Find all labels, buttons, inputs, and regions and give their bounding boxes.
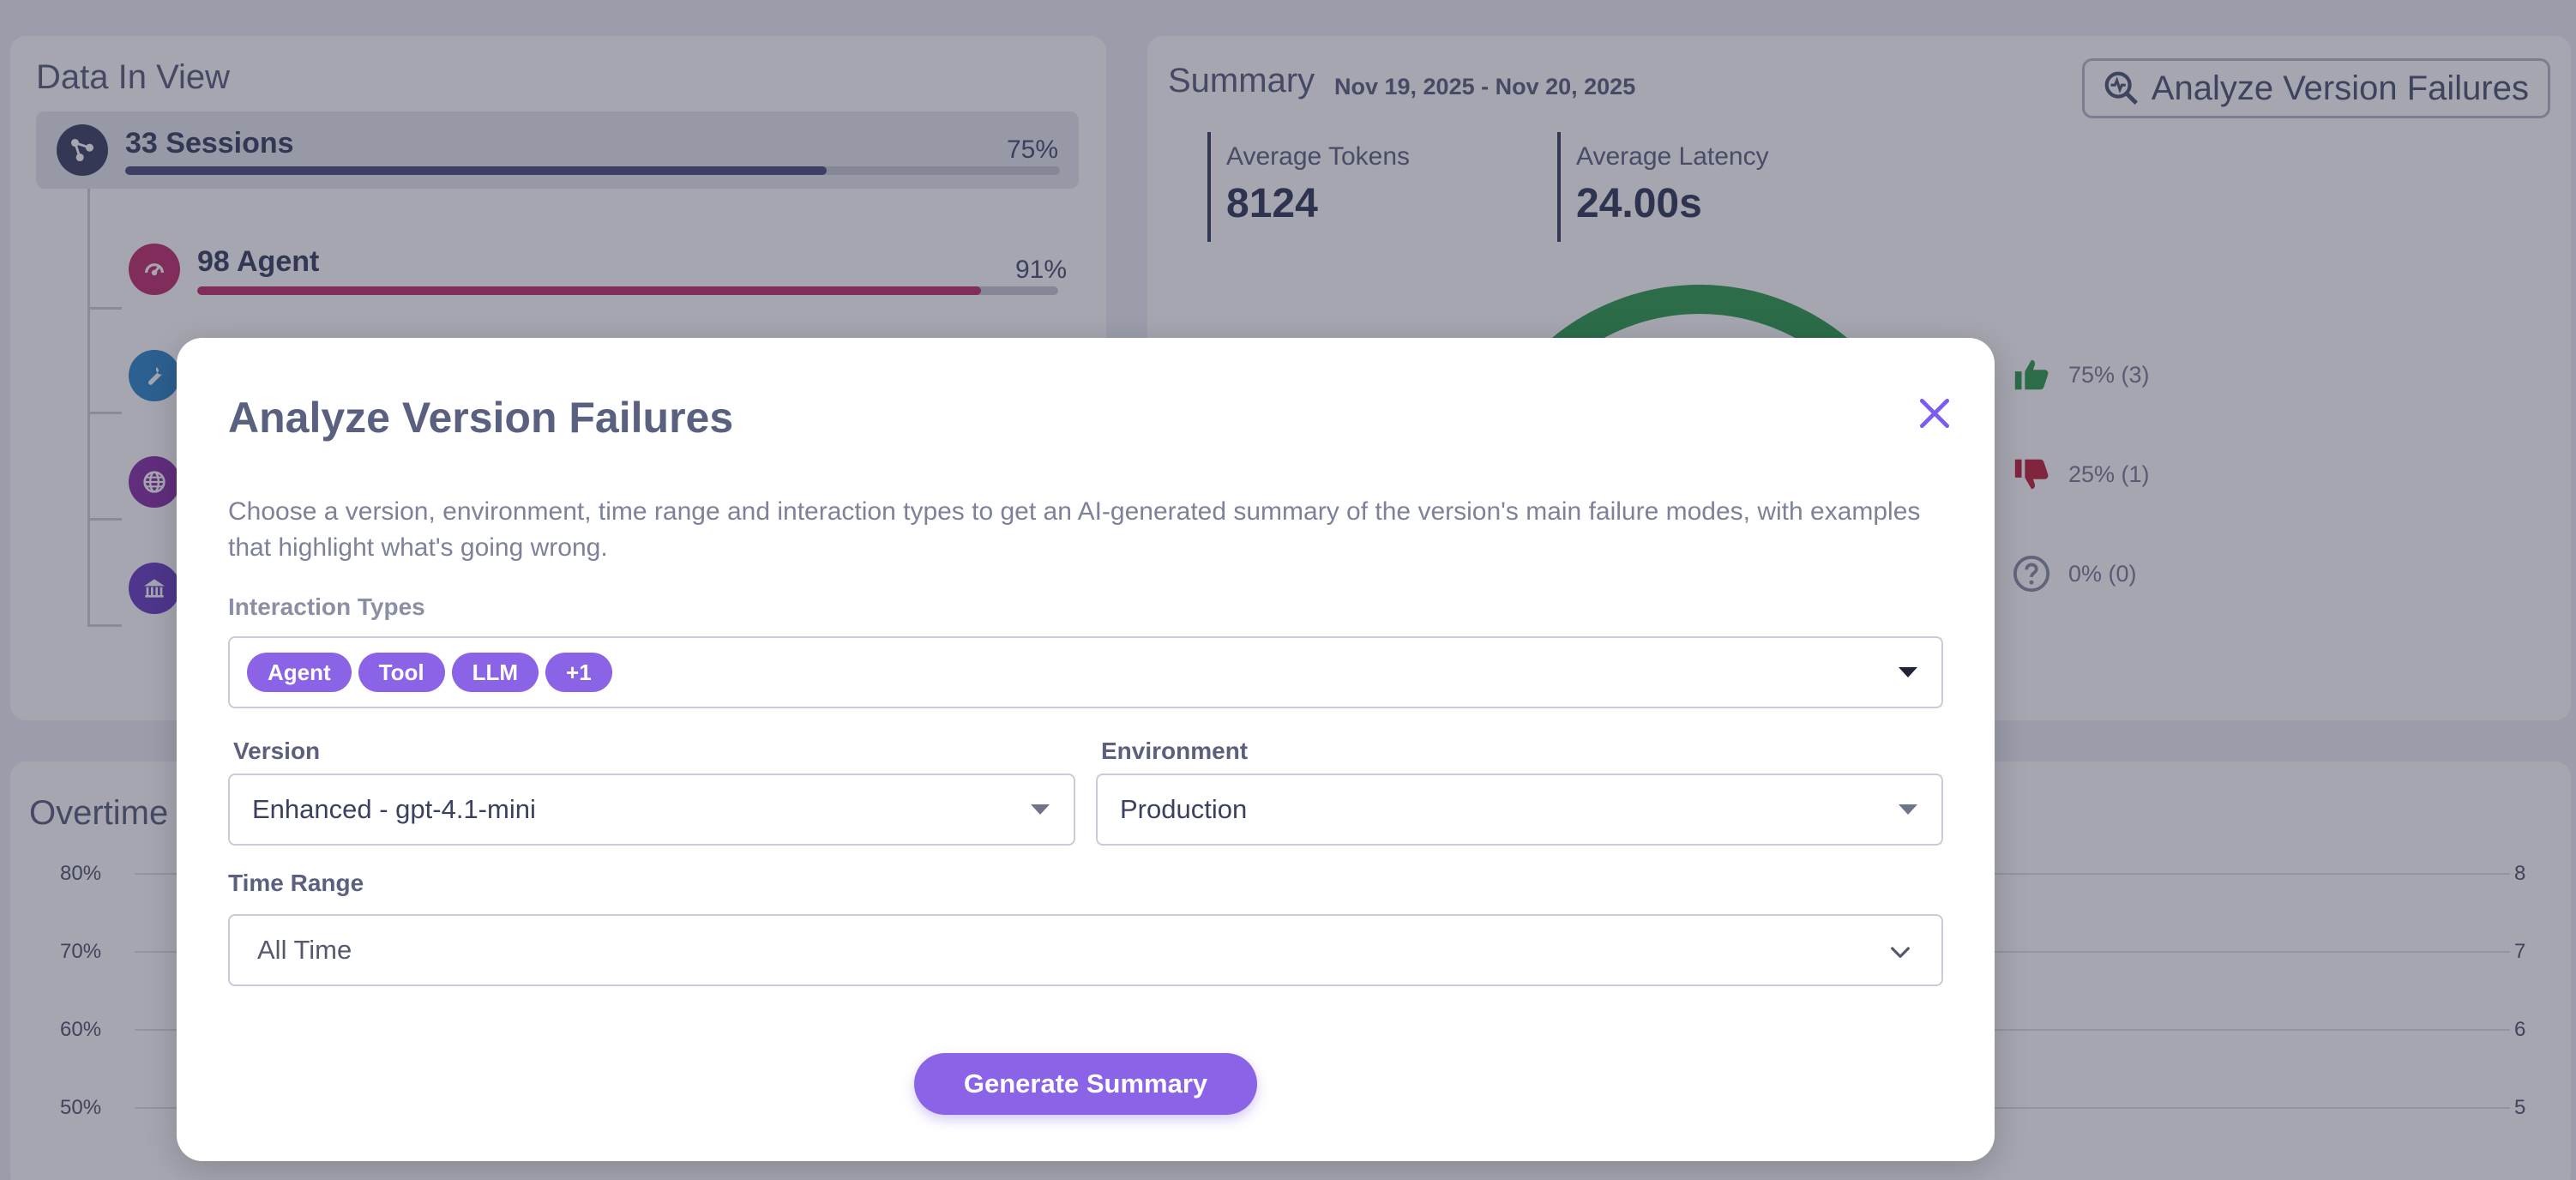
chevron-down-icon bbox=[1899, 804, 1917, 815]
interaction-types-select[interactable]: Agent Tool LLM +1 bbox=[228, 636, 1943, 708]
bank-icon bbox=[129, 563, 180, 614]
tree-branch bbox=[87, 518, 122, 521]
sessions-bar bbox=[125, 166, 1060, 175]
avg-latency-value: 24.00s bbox=[1576, 181, 1702, 226]
y-tick-left: 70% bbox=[60, 940, 102, 963]
feedback-negative-text: 25% (1) bbox=[2068, 461, 2150, 487]
chevron-down-icon bbox=[1891, 947, 1910, 958]
feedback-negative: 25% (1) bbox=[2012, 455, 2150, 494]
avg-latency-metric: Average Latency 24.00s bbox=[1557, 132, 1769, 242]
agent-bar bbox=[197, 286, 1058, 295]
y-tick-left: 50% bbox=[60, 1096, 102, 1119]
time-range-select[interactable]: All Time bbox=[228, 914, 1943, 986]
version-select[interactable]: Enhanced - gpt-4.1-mini bbox=[228, 774, 1075, 846]
data-in-view-title: Data In View bbox=[36, 58, 231, 96]
avg-tokens-metric: Average Tokens 8124 bbox=[1207, 132, 1410, 242]
version-value: Enhanced - gpt-4.1-mini bbox=[252, 794, 536, 824]
chip-agent[interactable]: Agent bbox=[247, 653, 352, 692]
generate-summary-button[interactable]: Generate Summary bbox=[914, 1053, 1257, 1115]
agent-label: 98 Agent bbox=[197, 245, 320, 278]
analyze-version-failures-button[interactable]: Analyze Version Failures bbox=[2081, 58, 2550, 118]
globe-icon bbox=[129, 456, 180, 508]
modal-title: Analyze Version Failures bbox=[228, 394, 734, 442]
tree-branch bbox=[87, 624, 122, 627]
sessions-pct: 75% bbox=[1006, 135, 1058, 164]
avg-latency-label: Average Latency bbox=[1576, 142, 1769, 171]
time-range-label: Time Range bbox=[228, 870, 364, 896]
y-tick-right: 8 bbox=[2514, 862, 2526, 885]
analyze-version-failures-modal: Analyze Version Failures Choose a versio… bbox=[177, 338, 1995, 1161]
feedback-unknown-text: 0% (0) bbox=[2068, 560, 2137, 587]
y-tick-left: 80% bbox=[60, 862, 102, 885]
feedback-unknown: 0% (0) bbox=[2012, 554, 2137, 593]
feedback-positive-text: 75% (3) bbox=[2068, 361, 2150, 388]
summary-title: Summary bbox=[1168, 62, 1315, 99]
chip-tool[interactable]: Tool bbox=[358, 653, 445, 692]
thumbs-up-icon bbox=[2014, 359, 2049, 390]
agent-pct: 91% bbox=[1014, 256, 1067, 284]
interaction-types-label: Interaction Types bbox=[228, 593, 425, 620]
analyze-button-label: Analyze Version Failures bbox=[2151, 69, 2529, 107]
y-tick-right: 7 bbox=[2514, 940, 2526, 963]
environment-value: Production bbox=[1120, 794, 1248, 824]
agent-bar-fill bbox=[197, 286, 981, 295]
y-tick-left: 60% bbox=[60, 1018, 102, 1041]
close-icon[interactable] bbox=[1916, 394, 1953, 432]
feedback-positive: 75% (3) bbox=[2012, 355, 2150, 394]
modal-description: Choose a version, environment, time rang… bbox=[228, 497, 1921, 562]
chip-llm[interactable]: LLM bbox=[451, 653, 539, 692]
time-range-value: All Time bbox=[257, 935, 352, 965]
avg-tokens-label: Average Tokens bbox=[1226, 142, 1411, 171]
overtime-title: Overtime bbox=[29, 794, 169, 832]
sessions-row[interactable]: 33 Sessions 75% bbox=[36, 111, 1079, 189]
version-label: Version bbox=[233, 738, 321, 764]
sessions-label: 33 Sessions bbox=[125, 127, 294, 160]
question-icon bbox=[2013, 555, 2050, 593]
environment-select[interactable]: Production bbox=[1096, 774, 1943, 846]
analyze-search-icon bbox=[2104, 71, 2138, 105]
tree-connector bbox=[87, 189, 90, 624]
chevron-down-icon bbox=[1031, 804, 1050, 815]
tool-icon bbox=[129, 350, 180, 401]
summary-dates: Nov 19, 2025 - Nov 20, 2025 bbox=[1334, 74, 1636, 99]
tree-branch bbox=[87, 307, 122, 310]
interaction-type-chips: Agent Tool LLM +1 bbox=[230, 653, 612, 692]
sessions-bar-fill bbox=[125, 166, 827, 175]
agent-icon bbox=[129, 244, 180, 295]
tree-branch bbox=[87, 412, 122, 414]
y-tick-right: 5 bbox=[2514, 1096, 2526, 1119]
thumbs-down-icon bbox=[2014, 459, 2049, 490]
chevron-down-icon bbox=[1899, 667, 1917, 677]
avg-tokens-value: 8124 bbox=[1226, 181, 1318, 226]
y-tick-right: 6 bbox=[2514, 1018, 2526, 1041]
environment-label: Environment bbox=[1101, 738, 1249, 764]
sessions-tree-icon bbox=[57, 124, 108, 176]
chip-more[interactable]: +1 bbox=[545, 653, 612, 692]
